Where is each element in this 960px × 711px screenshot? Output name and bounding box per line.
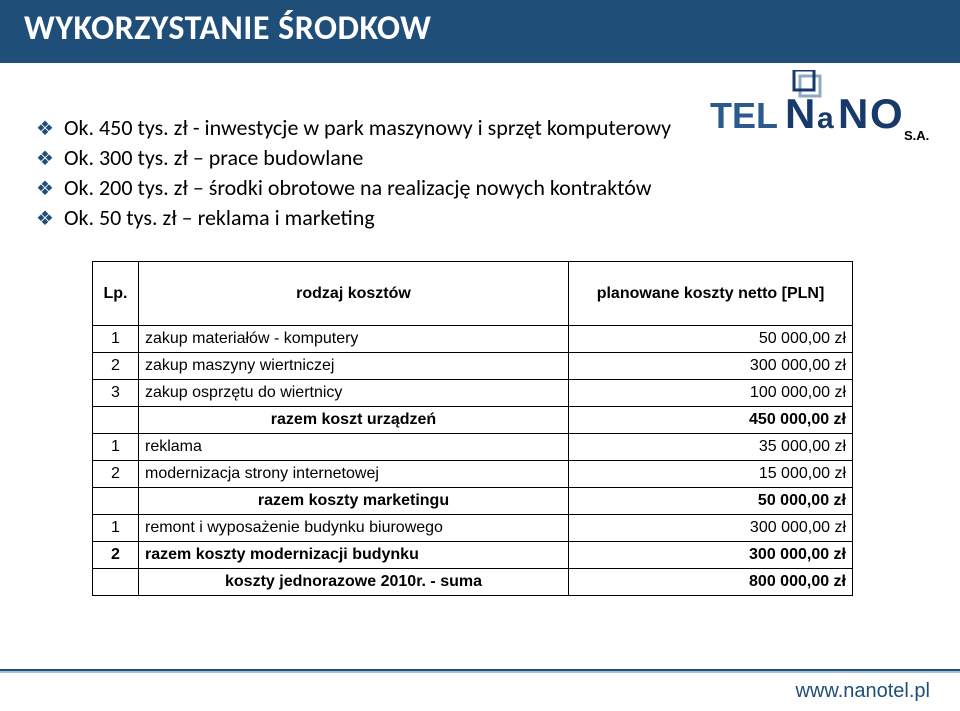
table-row: razem koszt urządzeń450 000,00 zł [93, 407, 853, 434]
footer-url: www.nanotel.pl [795, 680, 930, 703]
company-logo: TEL N a N O S.A. [710, 70, 930, 145]
table-row: 1zakup materiałów - komputery50 000,00 z… [93, 326, 853, 353]
cell-name: zakup osprzętu do wiertnicy [139, 380, 569, 407]
cell-lp: 2 [93, 353, 139, 380]
cell-lp: 1 [93, 326, 139, 353]
table-row: 1reklama35 000,00 zł [93, 434, 853, 461]
cell-value: 300 000,00 zł [569, 515, 853, 542]
col-plan: planowane koszty netto [PLN] [569, 262, 853, 326]
table-row: 2zakup maszyny wiertniczej300 000,00 zł [93, 353, 853, 380]
cell-lp: 2 [93, 542, 139, 569]
col-kind: rodzaj kosztów [139, 262, 569, 326]
cell-lp: 1 [93, 434, 139, 461]
cell-value: 800 000,00 zł [569, 569, 853, 596]
cell-lp [93, 488, 139, 515]
cell-value: 100 000,00 zł [569, 380, 853, 407]
cell-lp [93, 407, 139, 434]
cell-name: razem koszty marketingu [139, 488, 569, 515]
cell-name: razem koszty modernizacji budynku [139, 542, 569, 569]
cell-name: koszty jednorazowe 2010r. - suma [139, 569, 569, 596]
cell-value: 300 000,00 zł [569, 353, 853, 380]
table-row: 3zakup osprzętu do wiertnicy100 000,00 z… [93, 380, 853, 407]
cell-value: 50 000,00 zł [569, 488, 853, 515]
col-lp: Lp. [93, 262, 139, 326]
cell-name: zakup materiałów - komputery [139, 326, 569, 353]
table-row: razem koszty marketingu50 000,00 zł [93, 488, 853, 515]
cell-value: 50 000,00 zł [569, 326, 853, 353]
logo-n1: N [785, 90, 815, 137]
cell-value: 300 000,00 zł [569, 542, 853, 569]
cell-lp [93, 569, 139, 596]
cell-name: zakup maszyny wiertniczej [139, 353, 569, 380]
table-row: 2modernizacja strony internetowej15 000,… [93, 461, 853, 488]
logo-tel-text: TEL [710, 95, 778, 136]
logo-sa: S.A. [904, 128, 929, 143]
cell-name: modernizacja strony internetowej [139, 461, 569, 488]
cell-value: 15 000,00 zł [569, 461, 853, 488]
cell-name: razem koszt urządzeń [139, 407, 569, 434]
table-row: koszty jednorazowe 2010r. - suma800 000,… [93, 569, 853, 596]
page-title: WYKORZYSTANIE ŚRODKOW [0, 0, 960, 63]
cell-value: 35 000,00 zł [569, 434, 853, 461]
cell-lp: 1 [93, 515, 139, 542]
cell-lp: 2 [93, 461, 139, 488]
table-row: 2razem koszty modernizacji budynku300 00… [93, 542, 853, 569]
bullet-item: Ok. 300 tys. zł – prace budowlane [32, 143, 928, 173]
cell-lp: 3 [93, 380, 139, 407]
bullet-item: Ok. 200 tys. zł – środki obrotowe na rea… [32, 173, 928, 203]
footer-divider [0, 669, 960, 673]
cell-name: reklama [139, 434, 569, 461]
logo-o: O [870, 90, 903, 137]
logo-n2: N [838, 90, 868, 137]
bullet-item: Ok. 50 tys. zł – reklama i marketing [32, 203, 928, 233]
cell-value: 450 000,00 zł [569, 407, 853, 434]
table-row: 1remont i wyposażenie budynku biurowego3… [93, 515, 853, 542]
logo-a: a [817, 102, 834, 135]
cost-table: Lp. rodzaj kosztów planowane koszty nett… [92, 261, 853, 596]
cell-name: remont i wyposażenie budynku biurowego [139, 515, 569, 542]
